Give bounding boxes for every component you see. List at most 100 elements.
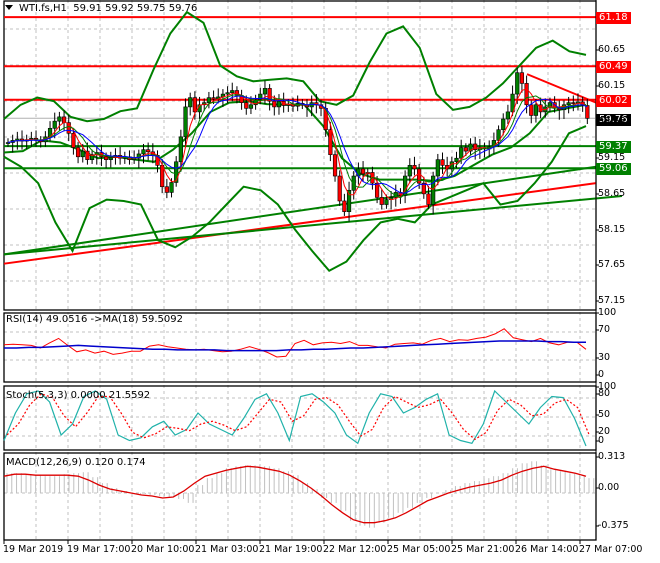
- price-axis-label: -0.375: [598, 520, 629, 531]
- candle-body: [384, 199, 389, 205]
- candle-body: [104, 156, 109, 160]
- price-axis-label: 59.15: [598, 152, 626, 163]
- price-axis-label: 50: [598, 409, 611, 420]
- price-axis-label: 0.313: [598, 451, 626, 462]
- price-axis-label: 60.65: [598, 44, 626, 55]
- time-axis-label: 25 Mar 05:00: [387, 544, 451, 555]
- price-axis-label: 100: [598, 381, 617, 392]
- candle-body: [524, 83, 529, 106]
- bollinger-lower-band: [3, 125, 587, 273]
- time-axis-label: 19 Mar 2019: [3, 544, 64, 555]
- price-axis-label: 57.15: [598, 295, 626, 306]
- time-axis-label: 26 Mar 14:00: [515, 544, 579, 555]
- candle-body: [253, 99, 258, 106]
- candle-body: [225, 92, 230, 95]
- time-axis-label: 25 Mar 21:00: [451, 544, 515, 555]
- candle-body: [440, 159, 445, 166]
- candle-body: [206, 97, 211, 103]
- candle-body: [230, 90, 235, 93]
- moving-average-200-line: [3, 182, 597, 265]
- candle-body: [332, 154, 338, 177]
- candle-body: [146, 149, 151, 153]
- candle-body: [5, 142, 11, 144]
- candle-body: [407, 165, 412, 177]
- candle-body: [183, 106, 188, 138]
- candle-body: [267, 88, 272, 102]
- candle-body: [342, 200, 347, 212]
- price-axis-label: 60.15: [598, 80, 626, 91]
- price-tag-60.49: 60.49: [596, 61, 631, 73]
- candle-body: [178, 136, 183, 163]
- candle-body: [174, 161, 179, 183]
- price-axis-label: 0: [598, 435, 605, 446]
- candle-body: [566, 102, 571, 106]
- candle-body: [435, 159, 440, 177]
- candle-body: [585, 105, 590, 119]
- candle-body: [431, 175, 436, 205]
- candle-body: [89, 154, 95, 160]
- price-axis-label: 58.15: [598, 224, 626, 235]
- candle-body: [374, 182, 380, 198]
- candle-body: [164, 186, 169, 193]
- price-axis-label: 0: [598, 369, 605, 380]
- candle-body: [501, 118, 506, 131]
- candle-body: [417, 168, 422, 184]
- candle-body: [463, 147, 468, 152]
- price-axis-label: 30: [598, 352, 611, 363]
- price-tag-60.02: 60.02: [596, 95, 631, 107]
- price-axis-label: 80: [598, 388, 611, 399]
- candle-body: [533, 104, 539, 116]
- macd-signal-line: [3, 465, 587, 524]
- candle-body: [351, 175, 356, 191]
- candle-body: [412, 165, 417, 170]
- candle-body: [346, 189, 352, 212]
- candle-body: [496, 129, 501, 141]
- price-tag-59.76: 59.76: [596, 114, 631, 126]
- candle-body: [75, 147, 81, 158]
- price-axis-label: 57.65: [598, 259, 626, 270]
- candle-body: [276, 100, 282, 108]
- candle-body: [52, 120, 57, 129]
- candle-body: [71, 132, 76, 148]
- price-axis-label: 58.65: [598, 188, 626, 199]
- time-axis-label: 20 Mar 10:00: [131, 544, 195, 555]
- price-axis-label: 0.00: [598, 482, 620, 493]
- candle-body: [421, 182, 426, 195]
- candle-body: [108, 157, 113, 160]
- candle-body: [473, 143, 478, 150]
- stoch-k-line: [3, 389, 587, 447]
- rsi-panel-frame: [3, 312, 597, 383]
- support-trendline: [3, 194, 623, 256]
- candle-body: [515, 72, 520, 95]
- candle-body: [141, 149, 146, 155]
- price-tag-59.06: 59.06: [596, 163, 631, 175]
- bollinger-upper-band: [3, 10, 587, 123]
- candle-body: [169, 182, 174, 193]
- candle-body: [262, 88, 268, 95]
- candle-body: [244, 102, 249, 109]
- price-axis-label: 70: [598, 324, 611, 335]
- time-axis-label: 19 Mar 17:00: [67, 544, 131, 555]
- ema-slow-line: [7, 95, 588, 194]
- candle-body: [66, 122, 71, 134]
- candle-body: [454, 157, 459, 163]
- candle-body: [360, 168, 366, 175]
- price-tag-59.37: 59.37: [596, 141, 631, 153]
- rsi-line: [3, 328, 587, 358]
- candle-body: [529, 104, 534, 116]
- candle-body: [356, 168, 361, 177]
- macd-panel-frame: [3, 452, 597, 541]
- candle-body: [571, 102, 576, 104]
- candle-body: [519, 72, 525, 84]
- candle-body: [468, 143, 473, 152]
- candle-body: [459, 147, 464, 159]
- candle-body: [248, 104, 254, 109]
- moving-average-slow-line: [3, 165, 597, 256]
- ema-mid-line: [7, 94, 588, 199]
- candle-body: [188, 97, 193, 108]
- candle-body: [80, 150, 85, 158]
- candle-body: [328, 129, 333, 155]
- candle-body: [379, 197, 384, 205]
